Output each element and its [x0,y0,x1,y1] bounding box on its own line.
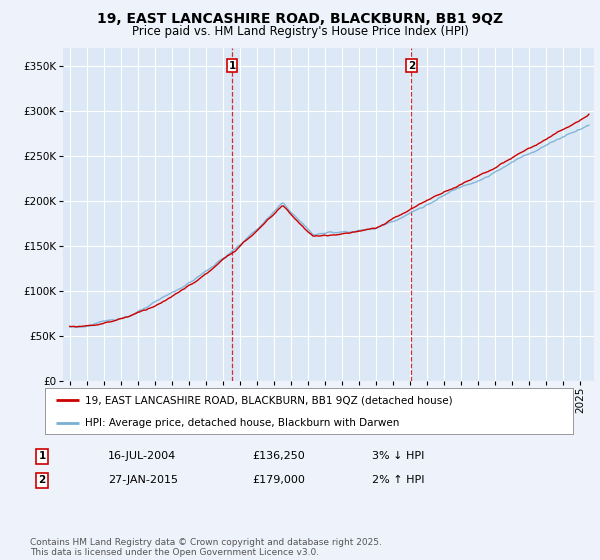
Text: 2: 2 [38,475,46,486]
Text: HPI: Average price, detached house, Blackburn with Darwen: HPI: Average price, detached house, Blac… [85,418,399,427]
Text: £136,250: £136,250 [252,451,305,461]
Text: 1: 1 [38,451,46,461]
Text: 16-JUL-2004: 16-JUL-2004 [108,451,176,461]
Text: £179,000: £179,000 [252,475,305,486]
Text: 3% ↓ HPI: 3% ↓ HPI [372,451,424,461]
Text: 19, EAST LANCASHIRE ROAD, BLACKBURN, BB1 9QZ: 19, EAST LANCASHIRE ROAD, BLACKBURN, BB1… [97,12,503,26]
Text: 2% ↑ HPI: 2% ↑ HPI [372,475,425,486]
Text: 27-JAN-2015: 27-JAN-2015 [108,475,178,486]
Text: 1: 1 [229,60,236,71]
Text: Price paid vs. HM Land Registry's House Price Index (HPI): Price paid vs. HM Land Registry's House … [131,25,469,38]
Text: 19, EAST LANCASHIRE ROAD, BLACKBURN, BB1 9QZ (detached house): 19, EAST LANCASHIRE ROAD, BLACKBURN, BB1… [85,395,452,405]
Text: Contains HM Land Registry data © Crown copyright and database right 2025.
This d: Contains HM Land Registry data © Crown c… [30,538,382,557]
Text: 2: 2 [408,60,415,71]
